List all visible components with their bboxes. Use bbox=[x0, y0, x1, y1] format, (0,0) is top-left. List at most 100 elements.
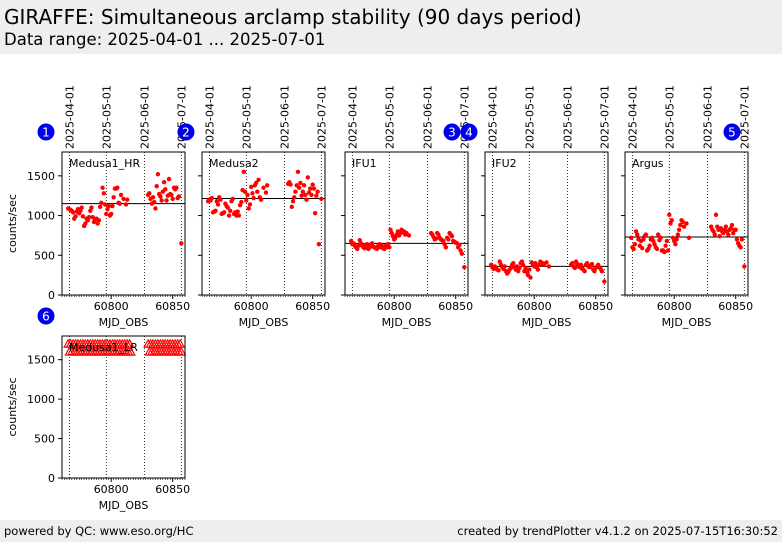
date-tick-label: 2025-07-01 bbox=[738, 85, 751, 149]
data-point bbox=[86, 214, 92, 220]
date-tick-label: 2025-04-01 bbox=[626, 85, 639, 149]
x-axis-label: MJD_OBS bbox=[662, 316, 712, 329]
data-point bbox=[664, 238, 670, 244]
y-tick-label: 1500 bbox=[27, 170, 55, 183]
data-point bbox=[656, 232, 661, 237]
data-point bbox=[158, 194, 163, 199]
data-point bbox=[73, 214, 78, 219]
data-point bbox=[106, 203, 111, 209]
data-point bbox=[124, 197, 130, 202]
data-point bbox=[225, 205, 231, 210]
data-point bbox=[111, 195, 116, 200]
data-point bbox=[517, 265, 522, 271]
data-point bbox=[527, 267, 532, 272]
panel-6: 60800 60850 0 500 1000 1500 MJD_OBS counts/sec M… bbox=[6, 307, 190, 512]
data-point bbox=[161, 179, 167, 185]
data-point bbox=[496, 268, 501, 273]
data-point bbox=[738, 245, 743, 250]
data-point bbox=[109, 211, 114, 217]
data-point bbox=[296, 185, 302, 190]
data-point bbox=[153, 206, 158, 211]
x-tick-label: 60800 bbox=[657, 300, 692, 313]
data-point bbox=[209, 195, 215, 201]
data-point bbox=[535, 267, 541, 272]
data-point bbox=[669, 218, 674, 223]
data-point bbox=[667, 212, 672, 217]
data-point bbox=[628, 235, 634, 240]
panel-number: 4 bbox=[465, 126, 473, 140]
date-tick-label: 2025-04-01 bbox=[486, 85, 499, 149]
y-axis-label: counts/sec bbox=[6, 194, 19, 253]
date-tick-label: 2025-04-01 bbox=[346, 85, 359, 149]
data-point bbox=[166, 176, 172, 182]
x-tick-label: 60850 bbox=[155, 300, 190, 313]
y-axis-label: counts/sec bbox=[6, 377, 19, 436]
x-tick-label: 60800 bbox=[234, 300, 269, 313]
date-tick-label: 2025-06-01 bbox=[701, 85, 714, 149]
panel-5: 2025-04-01 2025-05-01 2025-06-01 2025-07-01… bbox=[621, 85, 753, 329]
data-point bbox=[164, 198, 169, 203]
data-point bbox=[215, 202, 221, 207]
data-point bbox=[292, 195, 297, 200]
data-point bbox=[647, 243, 652, 248]
panel-label: IFU2 bbox=[492, 157, 517, 170]
data-point bbox=[244, 198, 249, 203]
data-point bbox=[290, 199, 296, 204]
data-point bbox=[176, 194, 182, 199]
data-point bbox=[121, 196, 126, 202]
footer-left: powered by QC: www.eso.org/HC bbox=[4, 524, 194, 538]
panel-number-badge bbox=[460, 123, 478, 141]
data-point bbox=[242, 189, 248, 194]
date-tick-label: 2025-07-01 bbox=[598, 85, 611, 149]
data-point bbox=[101, 191, 107, 196]
data-point bbox=[235, 209, 240, 214]
data-point bbox=[226, 213, 232, 218]
data-point bbox=[239, 199, 244, 205]
date-tick-label: 2025-04-01 bbox=[63, 85, 76, 149]
data-point bbox=[572, 265, 577, 271]
panel-label: IFU1 bbox=[352, 157, 377, 170]
data-point bbox=[97, 204, 103, 210]
date-tick-label: 2025-06-01 bbox=[421, 85, 434, 149]
y-tick-label: 1000 bbox=[27, 210, 55, 223]
data-point bbox=[739, 237, 745, 242]
panel-label: Medusa2 bbox=[209, 157, 259, 170]
data-point bbox=[663, 243, 668, 248]
data-point bbox=[520, 262, 526, 268]
data-point bbox=[734, 237, 740, 242]
data-point bbox=[457, 242, 462, 248]
data-point bbox=[288, 182, 293, 187]
panel-number-badge bbox=[37, 307, 55, 325]
date-tick-label: 2025-05-01 bbox=[663, 85, 676, 149]
data-point bbox=[80, 214, 86, 219]
x-axis-label: MJD_OBS bbox=[239, 316, 289, 329]
data-point bbox=[316, 241, 322, 247]
y-tick-label: 0 bbox=[48, 289, 55, 302]
data-point bbox=[712, 232, 717, 237]
date-tick-label: 2025-06-01 bbox=[278, 85, 291, 149]
page-title: GIRAFFE: Simultaneous arclamp stability … bbox=[4, 5, 582, 29]
data-point bbox=[675, 232, 681, 237]
x-tick-label: 60800 bbox=[94, 483, 129, 496]
data-point bbox=[310, 182, 315, 187]
data-point bbox=[79, 205, 84, 210]
data-point bbox=[632, 241, 638, 247]
y-tick-label: 1500 bbox=[27, 354, 55, 367]
data-point bbox=[246, 206, 251, 211]
data-point bbox=[726, 232, 731, 237]
panel-number-badge bbox=[37, 123, 55, 141]
data-point bbox=[582, 268, 587, 274]
date-tick-label: 2025-06-01 bbox=[561, 85, 574, 149]
data-point bbox=[213, 208, 218, 213]
data-point bbox=[176, 346, 187, 356]
data-point bbox=[723, 224, 729, 229]
data-point bbox=[364, 241, 370, 247]
panel-number: 6 bbox=[42, 310, 50, 324]
data-point bbox=[443, 245, 449, 250]
x-tick-label: 60850 bbox=[155, 483, 190, 496]
panel-number: 3 bbox=[448, 126, 456, 140]
data-point bbox=[673, 241, 678, 247]
data-point bbox=[253, 180, 259, 186]
data-point bbox=[502, 264, 507, 269]
data-point bbox=[387, 245, 392, 250]
